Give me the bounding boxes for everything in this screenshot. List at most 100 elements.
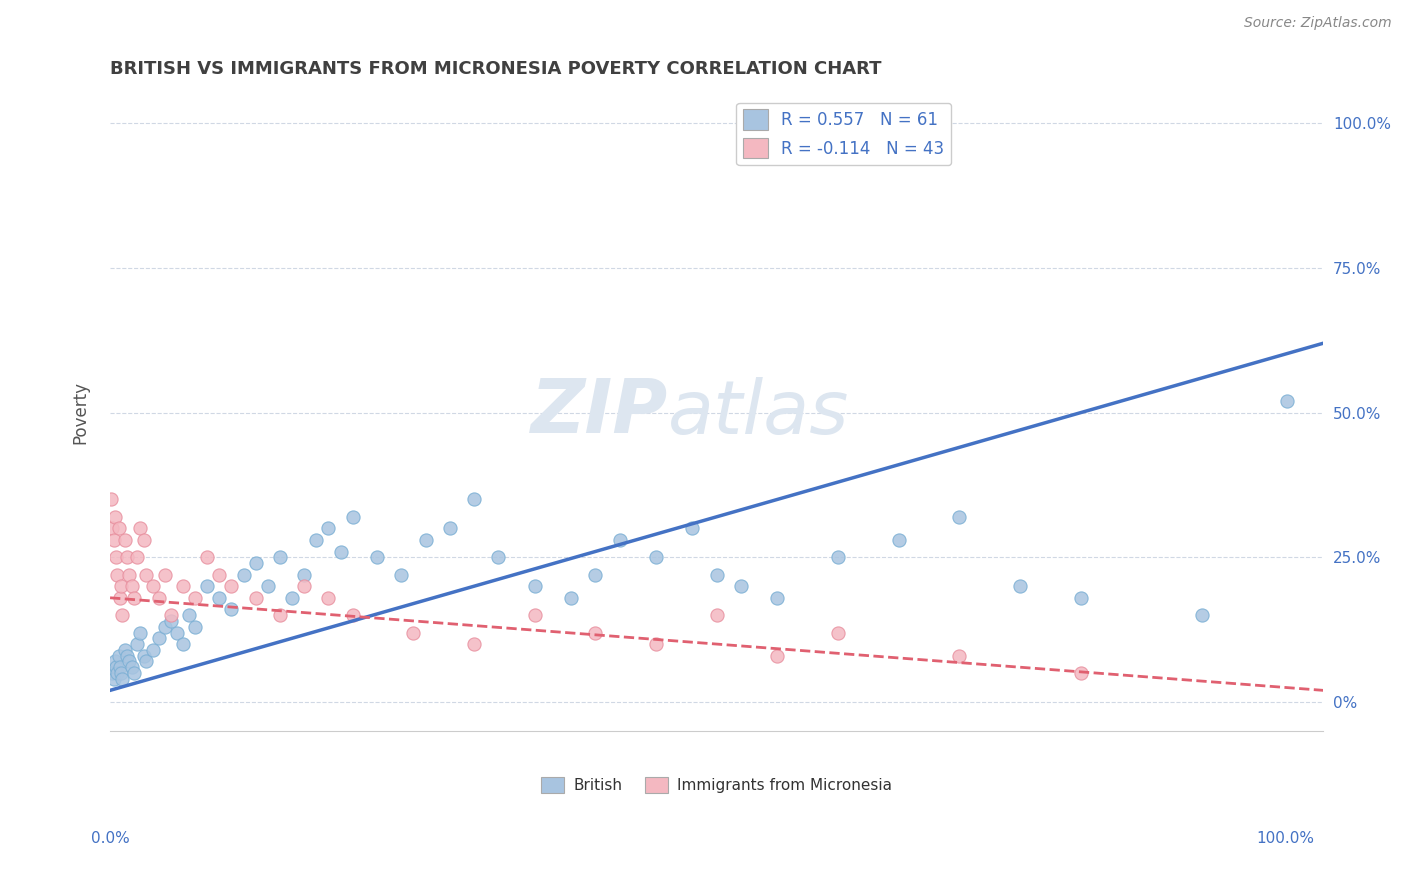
Point	[389, 567, 412, 582]
Point	[560, 591, 582, 605]
Point	[269, 608, 291, 623]
Y-axis label: Poverty: Poverty	[72, 381, 89, 444]
Point	[104, 509, 127, 524]
Point	[172, 637, 194, 651]
Point	[305, 533, 328, 547]
Point	[463, 492, 485, 507]
Point	[153, 567, 176, 582]
Point	[103, 672, 125, 686]
Point	[366, 550, 388, 565]
Text: 100.0%: 100.0%	[1257, 831, 1315, 846]
Point	[645, 550, 668, 565]
Point	[645, 637, 668, 651]
Point	[583, 567, 606, 582]
Point	[100, 492, 122, 507]
Point	[887, 533, 910, 547]
Point	[1008, 579, 1031, 593]
Point	[486, 550, 509, 565]
Point	[523, 579, 546, 593]
Point	[129, 521, 152, 535]
Point	[111, 608, 134, 623]
Point	[101, 521, 124, 535]
Point	[153, 620, 176, 634]
Point	[125, 550, 148, 565]
Point	[107, 648, 129, 663]
Text: ZIP: ZIP	[531, 376, 668, 450]
Point	[281, 591, 304, 605]
Point	[318, 521, 340, 535]
Point	[706, 608, 728, 623]
Point	[114, 643, 136, 657]
Point	[402, 625, 425, 640]
Point	[1191, 608, 1213, 623]
Point	[948, 509, 970, 524]
Point	[342, 608, 364, 623]
Point	[172, 579, 194, 593]
Text: Source: ZipAtlas.com: Source: ZipAtlas.com	[1244, 16, 1392, 29]
Point	[121, 660, 143, 674]
Text: atlas: atlas	[668, 376, 849, 449]
Point	[523, 608, 546, 623]
Point	[114, 533, 136, 547]
Point	[730, 579, 752, 593]
Point	[1070, 665, 1092, 680]
Point	[221, 579, 243, 593]
Point	[135, 567, 157, 582]
Point	[766, 591, 789, 605]
Point	[115, 550, 138, 565]
Point	[115, 648, 138, 663]
Point	[124, 665, 146, 680]
Point	[439, 521, 461, 535]
Point	[948, 648, 970, 663]
Text: BRITISH VS IMMIGRANTS FROM MICRONESIA POVERTY CORRELATION CHART: BRITISH VS IMMIGRANTS FROM MICRONESIA PO…	[110, 60, 882, 78]
Point	[195, 579, 218, 593]
Point	[132, 648, 155, 663]
Point	[292, 579, 315, 593]
Point	[463, 637, 485, 651]
Point	[141, 643, 163, 657]
Point	[159, 614, 181, 628]
Point	[827, 550, 849, 565]
Point	[195, 550, 218, 565]
Point	[141, 579, 163, 593]
Point	[148, 632, 170, 646]
Point	[177, 608, 200, 623]
Point	[342, 509, 364, 524]
Point	[329, 544, 352, 558]
Point	[245, 556, 267, 570]
Point	[609, 533, 631, 547]
Point	[135, 655, 157, 669]
Point	[245, 591, 267, 605]
Point	[110, 665, 132, 680]
Point	[125, 637, 148, 651]
Point	[132, 533, 155, 547]
Point	[105, 660, 128, 674]
Point	[269, 550, 291, 565]
Point	[105, 567, 128, 582]
Point	[292, 567, 315, 582]
Point	[118, 567, 141, 582]
Point	[148, 591, 170, 605]
Point	[827, 625, 849, 640]
Point	[232, 567, 254, 582]
Point	[118, 655, 141, 669]
Point	[104, 655, 127, 669]
Point	[108, 591, 131, 605]
Point	[221, 602, 243, 616]
Point	[108, 660, 131, 674]
Point	[105, 665, 128, 680]
Point	[208, 591, 231, 605]
Point	[415, 533, 437, 547]
Point	[318, 591, 340, 605]
Point	[1070, 591, 1092, 605]
Point	[111, 672, 134, 686]
Point	[256, 579, 278, 593]
Point	[166, 625, 188, 640]
Legend: British, Immigrants from Micronesia: British, Immigrants from Micronesia	[536, 772, 898, 799]
Point	[184, 591, 207, 605]
Point	[766, 648, 789, 663]
Point	[208, 567, 231, 582]
Point	[121, 579, 143, 593]
Point	[124, 591, 146, 605]
Point	[681, 521, 703, 535]
